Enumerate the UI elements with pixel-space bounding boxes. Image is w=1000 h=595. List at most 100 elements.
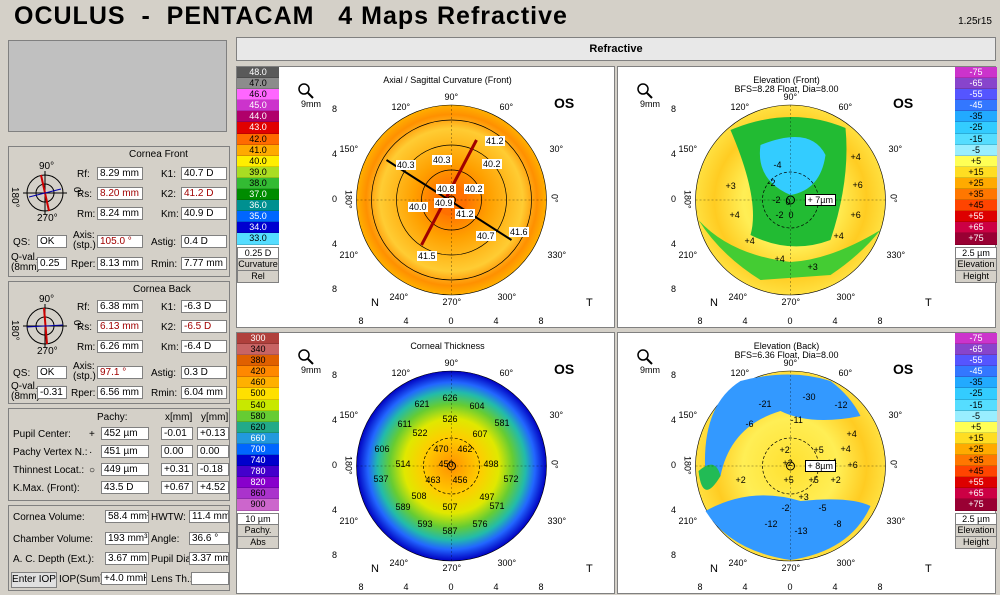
rs-field[interactable]: 8.20 mm (97, 187, 143, 200)
scale-value: 39.0 (237, 166, 279, 178)
lens-field[interactable] (191, 572, 229, 585)
map-plot[interactable] (618, 333, 997, 595)
map-value-label: +5 (813, 445, 824, 455)
map-mode[interactable]: Abs (237, 536, 279, 549)
angle-field[interactable]: 36.6 ° (189, 532, 229, 545)
map-type[interactable]: Curvature (237, 258, 279, 271)
x-tick: 4 (832, 582, 838, 592)
map-type[interactable]: Elevation (955, 524, 997, 537)
map-value-label: 463 (425, 475, 441, 485)
refractive-tab[interactable]: Refractive (236, 37, 996, 61)
pachy-y-field[interactable]: 0.00 (197, 445, 229, 458)
enter-iop-button[interactable]: Enter IOP (11, 572, 57, 588)
km-field[interactable]: -6.4 D (181, 340, 227, 353)
eye-label: OS (554, 361, 575, 377)
astig-field[interactable]: 0.3 D (181, 366, 227, 379)
pachy-row-symbol: · (89, 447, 93, 458)
cornea-back-title: Cornea Back (133, 284, 191, 295)
scale-step[interactable]: 0.25 D (237, 246, 279, 259)
pachy-y-field[interactable]: +4.52 (197, 481, 229, 494)
rs-field[interactable]: 6.13 mm (97, 320, 143, 333)
acdepth-field[interactable]: 3.67 mm (105, 552, 149, 565)
qs-field[interactable]: OK (37, 366, 67, 379)
astig-field[interactable]: 0.4 D (181, 235, 227, 248)
cursor-marker[interactable]: + 7µm (804, 194, 836, 206)
map-type[interactable]: Elevation (955, 258, 997, 271)
scale-step[interactable]: 2.5 µm (955, 246, 997, 259)
compass-left: 180° (9, 320, 20, 341)
y-tick: 8 (671, 284, 677, 294)
pachy-x-field[interactable]: +0.67 (161, 481, 193, 494)
map-plot[interactable] (237, 333, 616, 595)
map-value-label: 589 (395, 502, 411, 512)
scale-value: -35 (955, 111, 997, 123)
qs-field[interactable]: OK (37, 235, 67, 248)
map-mode[interactable]: Rel (237, 270, 279, 283)
y-tick: 8 (332, 284, 338, 294)
map-mode[interactable]: Height (955, 270, 997, 283)
rm-field[interactable]: 8.24 mm (97, 207, 143, 220)
map-plot[interactable] (618, 67, 997, 329)
map-mode[interactable]: Height (955, 536, 997, 549)
rm-field[interactable]: 6.26 mm (97, 340, 143, 353)
scale-step[interactable]: 2.5 µm (955, 512, 997, 525)
zoom-label[interactable]: 9mm (640, 99, 660, 109)
qval-field[interactable]: 0.25 (37, 257, 67, 270)
map-value-label: 40.3 (396, 160, 416, 170)
map-subtitle: BFS=8.28 Float, Dia=8.00 (734, 84, 839, 94)
pachy-y-field[interactable]: -0.18 (197, 463, 229, 476)
zoom-label[interactable]: 9mm (301, 99, 321, 109)
x-tick: 8 (358, 316, 364, 326)
pachy-x-field[interactable]: +0.31 (161, 463, 193, 476)
pachy-x-field[interactable]: 0.00 (161, 445, 193, 458)
map-value-label: 508 (411, 491, 427, 501)
zoom-label[interactable]: 9mm (301, 365, 321, 375)
km-field[interactable]: 40.9 D (181, 207, 227, 220)
hwtw-field[interactable]: 11.4 mm (189, 510, 229, 523)
axis-field[interactable]: 97.1 ° (97, 366, 143, 379)
rmin-field[interactable]: 7.77 mm (181, 257, 227, 270)
k2-field[interactable]: -6.5 D (181, 320, 227, 333)
rf-field[interactable]: 6.38 mm (97, 300, 143, 313)
scale-value: -75 (955, 333, 997, 345)
k2-field[interactable]: 41.2 D (181, 187, 227, 200)
rper-field[interactable]: 6.56 mm (97, 386, 143, 399)
map-title: Corneal Thickness (410, 341, 485, 351)
pachy-y-field[interactable]: +0.13 (197, 427, 229, 440)
map-value-label: +3 (725, 181, 736, 191)
center-marker (447, 461, 456, 471)
y-tick: 8 (332, 370, 338, 380)
map-value-label: +4 (840, 444, 851, 454)
pachy-value-field[interactable]: 451 µm (101, 445, 149, 458)
pachy-value-field[interactable]: 449 µm (101, 463, 149, 476)
rper-field[interactable]: 8.13 mm (97, 257, 143, 270)
pachy-map[interactable]: 300 340 380 420 460 500 540 580 620 660 700 740 780 8… (236, 332, 615, 594)
rmin-field[interactable]: 6.04 mm (181, 386, 227, 399)
cursor-marker[interactable]: + 8µm (804, 460, 836, 472)
elev-front-map[interactable]: -75 -65 -55 -45 -35 -25 -15 -5 +5 +15 +25 +35 +45 +55… (617, 66, 997, 329)
k1-field[interactable]: 40.7 D (181, 167, 227, 180)
chamber-volume-field[interactable]: 193 mm³ (105, 532, 149, 545)
cornea-volume-field[interactable]: 58.4 mm³ (105, 510, 149, 523)
scale-step[interactable]: 10 µm (237, 512, 279, 525)
zoom-label[interactable]: 9mm (640, 365, 660, 375)
map-value-label: -21 (758, 399, 772, 409)
iop-field[interactable]: +4.0 mmHg (101, 572, 147, 585)
x-tick: 8 (358, 582, 364, 592)
angle-diag: 240° (389, 292, 409, 302)
axis-field[interactable]: 105.0 ° (97, 235, 143, 248)
elev-back-map[interactable]: -75 -65 -55 -45 -35 -25 -15 -5 +5 +15 +25 +35 +45 +55… (617, 332, 997, 595)
map-value-label: 41.6 (509, 227, 529, 237)
rf-field[interactable]: 8.29 mm (97, 167, 143, 180)
map-type[interactable]: Pachy. (237, 524, 279, 537)
pachy-value-field[interactable]: 43.5 D (101, 481, 149, 494)
pupil-dia-field[interactable]: 3.37 mm (189, 552, 229, 565)
map-value-label: 497 (479, 492, 495, 502)
qval-field[interactable]: -0.31 (37, 386, 67, 399)
axial-map[interactable]: 48.0 47.0 46.0 45.0 44.0 43.0 42.0 41.0 40.0 39.0… (236, 66, 615, 328)
pachy-x-field[interactable]: -0.01 (161, 427, 193, 440)
pachy-value-field[interactable]: 452 µm (101, 427, 149, 440)
nasal-label: N (371, 297, 379, 309)
k1-field[interactable]: -6.3 D (181, 300, 227, 313)
x-tick: 8 (538, 316, 544, 326)
